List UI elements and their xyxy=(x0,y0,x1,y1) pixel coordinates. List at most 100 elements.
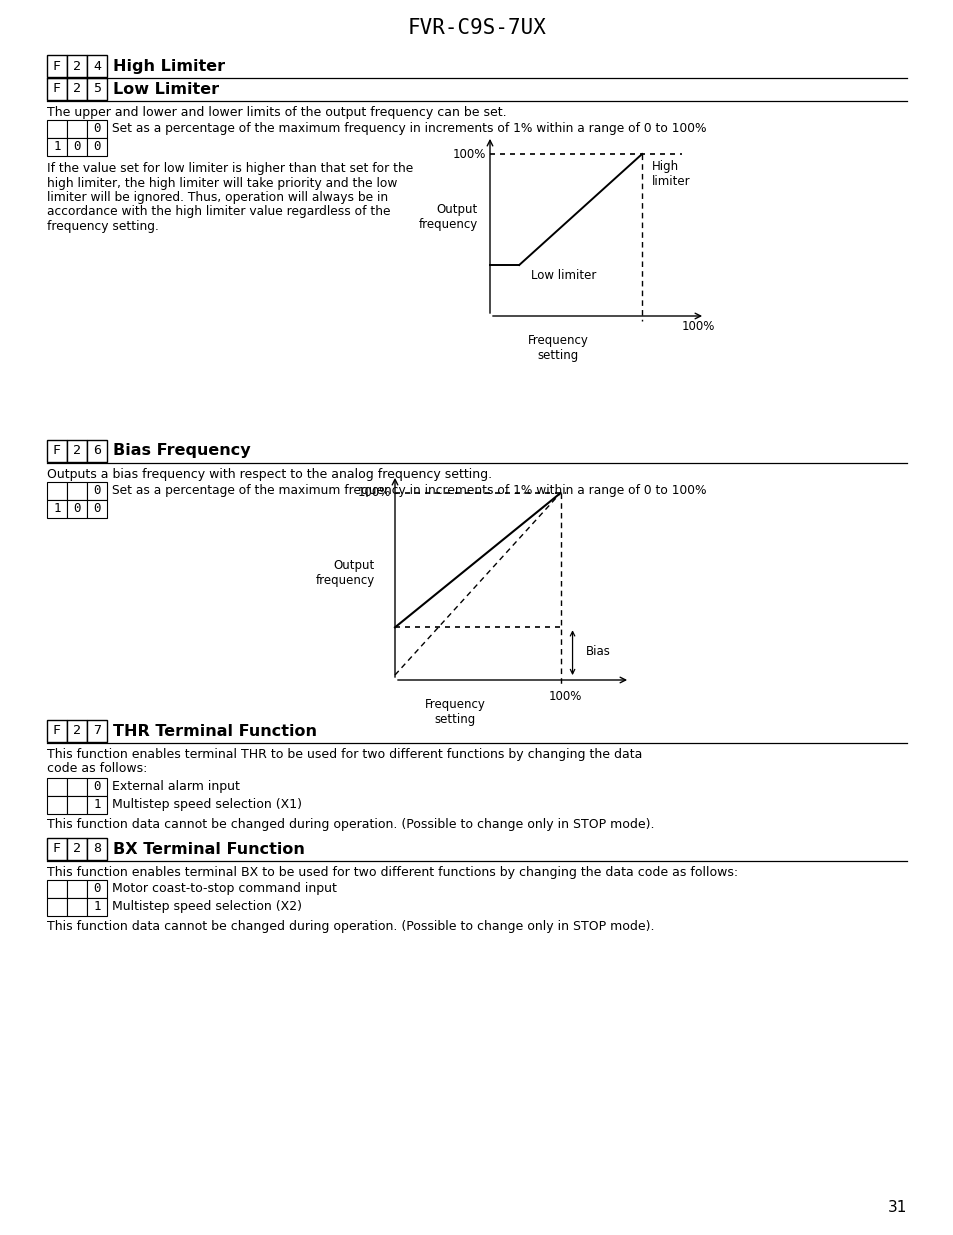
Bar xyxy=(47,482,67,500)
Text: 0: 0 xyxy=(93,122,101,136)
Text: 4: 4 xyxy=(92,59,101,73)
Text: This function enables terminal THR to be used for two different functions by cha: This function enables terminal THR to be… xyxy=(47,748,641,761)
Text: This function data cannot be changed during operation. (Possible to change only : This function data cannot be changed dur… xyxy=(47,920,654,932)
Bar xyxy=(87,120,107,138)
Text: Output
frequency: Output frequency xyxy=(315,558,375,587)
Bar xyxy=(47,138,67,156)
Text: Set as a percentage of the maximum frequency in increments of 1% within a range : Set as a percentage of the maximum frequ… xyxy=(112,484,706,496)
Text: 1: 1 xyxy=(93,900,101,914)
Bar xyxy=(47,440,67,462)
Bar xyxy=(67,500,87,517)
Text: 6: 6 xyxy=(92,445,101,457)
Bar xyxy=(87,78,107,100)
Text: 0: 0 xyxy=(73,141,81,153)
Text: 0: 0 xyxy=(93,781,101,794)
Text: This function enables terminal BX to be used for two different functions by chan: This function enables terminal BX to be … xyxy=(47,866,738,879)
Text: high limiter, the high limiter will take priority and the low: high limiter, the high limiter will take… xyxy=(47,177,397,189)
Bar xyxy=(87,898,107,916)
Text: Multistep speed selection (X1): Multistep speed selection (X1) xyxy=(112,798,302,811)
Text: 1: 1 xyxy=(53,503,61,515)
Text: 100%: 100% xyxy=(548,690,581,703)
Bar xyxy=(47,500,67,517)
Bar xyxy=(67,56,87,77)
Text: Bias: Bias xyxy=(585,645,610,658)
Bar xyxy=(67,898,87,916)
Text: F: F xyxy=(53,445,61,457)
Text: frequency setting.: frequency setting. xyxy=(47,220,159,233)
Text: Frequency
setting: Frequency setting xyxy=(527,333,588,362)
Bar xyxy=(47,898,67,916)
Text: Bias Frequency: Bias Frequency xyxy=(112,443,251,458)
Text: Low Limiter: Low Limiter xyxy=(112,82,219,96)
Bar xyxy=(47,120,67,138)
Text: 2: 2 xyxy=(73,59,81,73)
Text: 0: 0 xyxy=(93,141,101,153)
Text: 2: 2 xyxy=(73,445,81,457)
Text: 0: 0 xyxy=(73,503,81,515)
Bar xyxy=(47,720,67,742)
Text: If the value set for low limiter is higher than that set for the: If the value set for low limiter is high… xyxy=(47,162,413,175)
Text: THR Terminal Function: THR Terminal Function xyxy=(112,724,316,739)
Bar xyxy=(87,881,107,898)
Bar xyxy=(67,138,87,156)
Bar xyxy=(87,797,107,814)
Text: Motor coast-to-stop command input: Motor coast-to-stop command input xyxy=(112,882,336,895)
Bar xyxy=(67,482,87,500)
Text: accordance with the high limiter value regardless of the: accordance with the high limiter value r… xyxy=(47,205,390,219)
Bar xyxy=(47,78,67,100)
Text: F: F xyxy=(53,83,61,95)
Text: 100%: 100% xyxy=(452,147,485,161)
Text: Output
frequency: Output frequency xyxy=(418,204,477,231)
Text: High
limiter: High limiter xyxy=(652,161,690,188)
Bar xyxy=(67,720,87,742)
Bar xyxy=(47,778,67,797)
Bar xyxy=(87,720,107,742)
Text: High Limiter: High Limiter xyxy=(112,58,225,74)
Bar xyxy=(67,440,87,462)
Bar xyxy=(67,797,87,814)
Text: 2: 2 xyxy=(73,725,81,737)
Bar xyxy=(67,120,87,138)
Bar xyxy=(67,778,87,797)
Bar xyxy=(47,56,67,77)
Text: The upper and lower and lower limits of the output frequency can be set.: The upper and lower and lower limits of … xyxy=(47,106,506,119)
Bar xyxy=(47,797,67,814)
Bar xyxy=(87,138,107,156)
Text: Low limiter: Low limiter xyxy=(531,269,596,282)
Bar xyxy=(87,482,107,500)
Text: 8: 8 xyxy=(92,842,101,856)
Text: 0: 0 xyxy=(93,883,101,895)
Text: F: F xyxy=(53,725,61,737)
Text: limiter will be ignored. Thus, operation will always be in: limiter will be ignored. Thus, operation… xyxy=(47,191,388,204)
Text: F: F xyxy=(53,59,61,73)
Bar xyxy=(67,839,87,860)
Text: 2: 2 xyxy=(73,83,81,95)
Text: 2: 2 xyxy=(73,842,81,856)
Text: Set as a percentage of the maximum frequency in increments of 1% within a range : Set as a percentage of the maximum frequ… xyxy=(112,122,706,135)
Text: 100%: 100% xyxy=(681,320,715,333)
Text: 1: 1 xyxy=(93,799,101,811)
Text: Multistep speed selection (X2): Multistep speed selection (X2) xyxy=(112,900,302,913)
Bar xyxy=(87,778,107,797)
Text: BX Terminal Function: BX Terminal Function xyxy=(112,841,305,857)
Text: FVR-C9S-7UX: FVR-C9S-7UX xyxy=(407,19,546,38)
Bar xyxy=(67,881,87,898)
Text: 0: 0 xyxy=(93,484,101,498)
Text: 31: 31 xyxy=(886,1200,906,1215)
Text: F: F xyxy=(53,842,61,856)
Bar xyxy=(47,881,67,898)
Text: 100%: 100% xyxy=(357,487,391,499)
Text: 1: 1 xyxy=(53,141,61,153)
Bar xyxy=(87,56,107,77)
Text: code as follows:: code as follows: xyxy=(47,762,147,776)
Bar xyxy=(47,839,67,860)
Text: 7: 7 xyxy=(92,725,101,737)
Bar xyxy=(67,78,87,100)
Text: Frequency
setting: Frequency setting xyxy=(424,698,485,726)
Text: 5: 5 xyxy=(92,83,101,95)
Bar xyxy=(87,500,107,517)
Bar xyxy=(87,440,107,462)
Text: External alarm input: External alarm input xyxy=(112,781,239,793)
Text: This function data cannot be changed during operation. (Possible to change only : This function data cannot be changed dur… xyxy=(47,818,654,831)
Bar xyxy=(87,839,107,860)
